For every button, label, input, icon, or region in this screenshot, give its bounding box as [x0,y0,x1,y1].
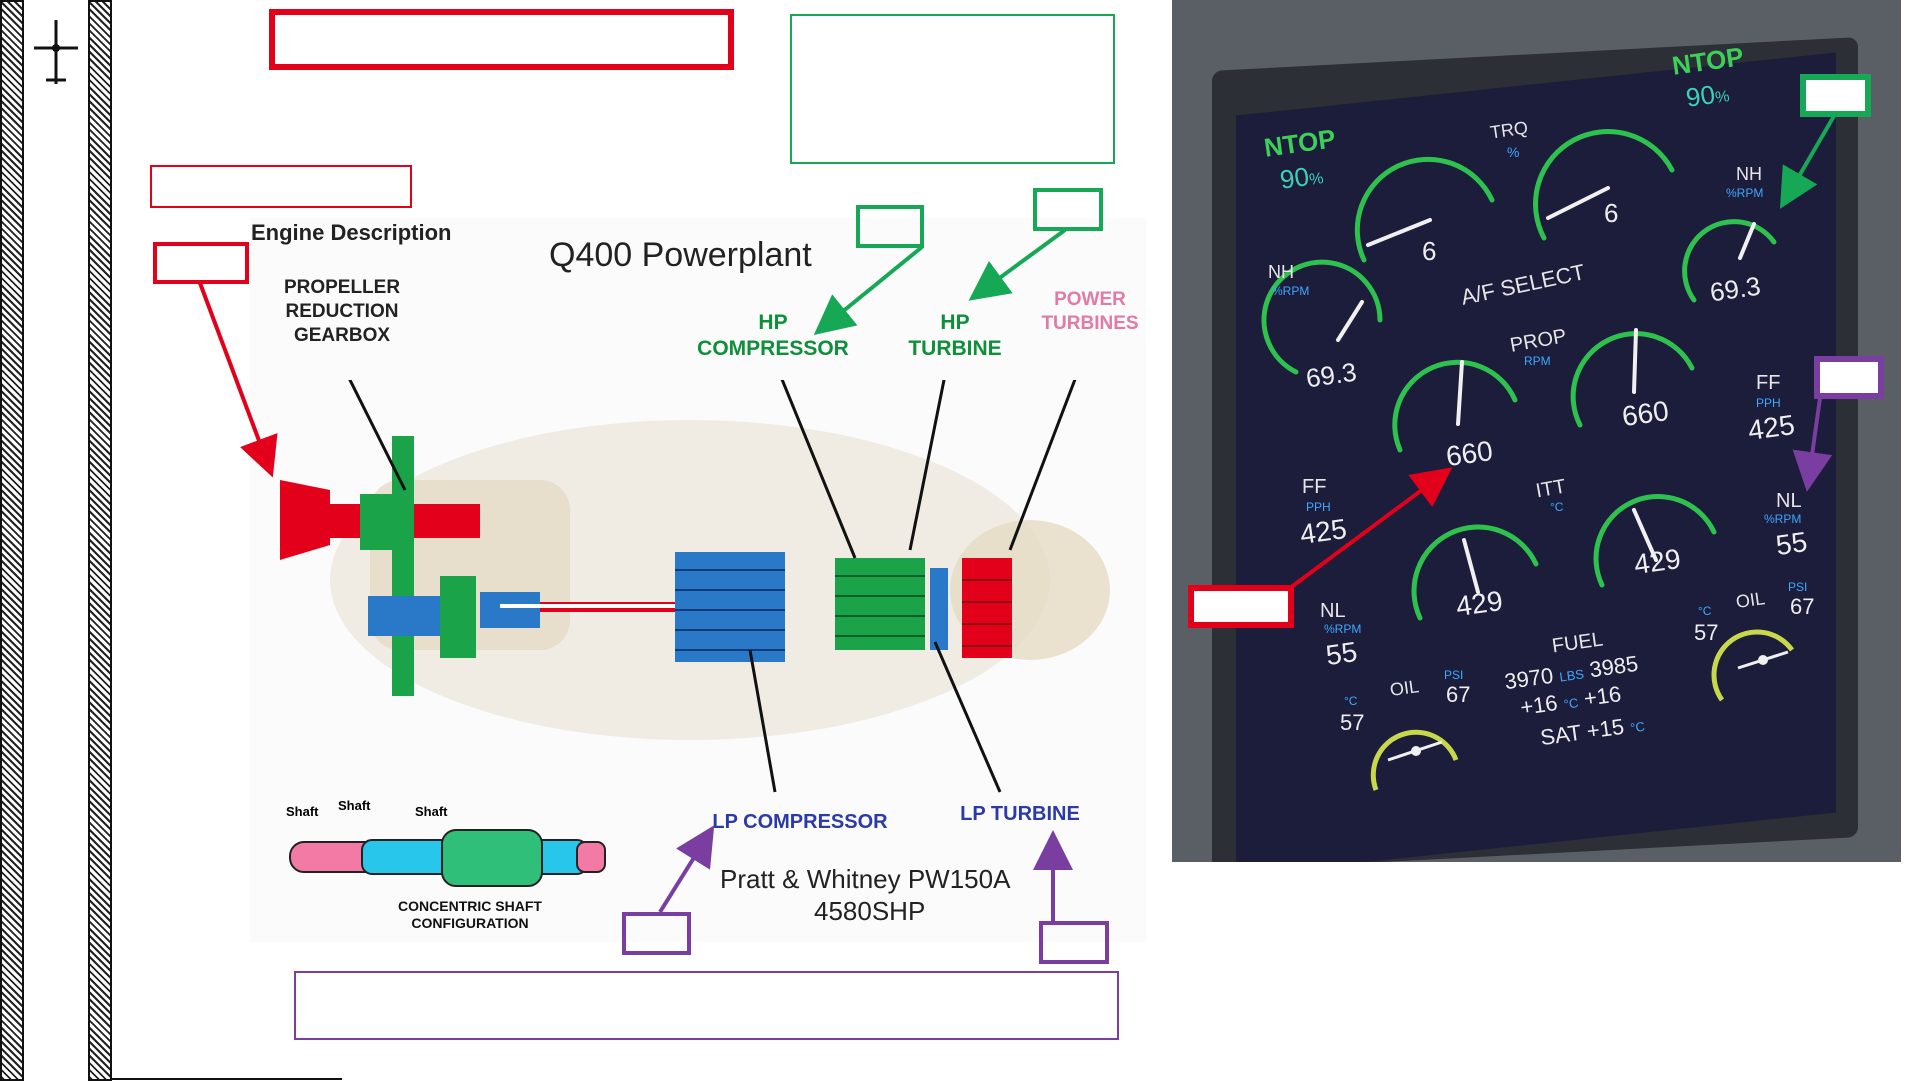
label-power-turbines: POWER TURBINES [1041,289,1139,334]
oil-temp-right: 57 [1694,620,1719,645]
nh-unit-right: %RPM [1726,186,1764,200]
label-hp-compressor: HP COMPRESSOR [697,311,849,360]
prop-unit: RPM [1524,354,1551,368]
red-display-box [1188,585,1294,628]
shaft-label-2: Shaft [338,798,371,813]
purple-small-box-1 [622,912,691,955]
nl-label-left: NL [1320,600,1346,622]
shaft-configuration [289,829,606,887]
nh-unit-left: %RPM [1272,284,1310,298]
green-small-box-1 [856,205,924,248]
engine-illustration [280,380,1110,793]
label-gearbox: PROPELLER REDUCTION GEARBOX [283,277,401,346]
engine-display-gauges [1261,129,1777,621]
oil-psi-left: 67 [1446,682,1471,707]
right-hatch-bar [88,0,112,1081]
oil-psi-right: 67 [1790,594,1815,619]
nl-label-right: NL [1776,490,1802,512]
ff-label-right: FF [1756,372,1781,394]
oil-psi-unit-right: PSI [1788,580,1808,594]
nh-label-left: NH [1268,262,1294,282]
red-small-box [153,242,249,284]
purple-small-box-2 [1039,921,1109,964]
green-info-box [790,14,1115,164]
shaft-caption: CONCENTRIC SHAFT CONFIGURATION [398,898,542,931]
diagram-title: Q400 Powerplant [549,236,812,274]
trq-unit: % [1507,144,1520,160]
trq-value-left: 6 [1422,236,1437,266]
label-hp-turbine: HP TURBINE [908,311,1002,360]
shaft-label-1: Shaft [286,804,319,819]
green-display-box [1800,74,1871,117]
ff-unit-left: PPH [1306,500,1331,514]
purple-bottom-box [294,971,1119,1040]
red-subtitle-box [150,165,412,208]
purple-display-box [1814,356,1884,399]
airplane-icon [34,20,78,84]
oil-temp-left: 57 [1340,710,1365,735]
red-title-box [269,9,734,70]
bottom-rule [112,1078,342,1080]
oil-temp-unit-right: °C [1698,604,1712,618]
shaft-label-3: Shaft [415,804,448,819]
green-small-box-2 [1033,188,1103,231]
ff-label-left: FF [1302,476,1327,498]
nl-unit-left: %RPM [1324,622,1362,636]
section-title: Engine Description [251,220,452,245]
engine-name: Pratt & Whitney PW150A [720,864,1011,894]
engine-power: 4580SHP [814,896,926,926]
label-lp-compressor: LP COMPRESSOR [712,811,888,833]
left-hatch-bar [0,0,24,1081]
label-lp-turbine: LP TURBINE [960,803,1080,825]
oil-psi-unit-left: PSI [1444,668,1464,682]
annotation-arrows-right [1288,114,1836,590]
cockpit-photo [1172,0,1901,862]
nl-unit-right: %RPM [1764,512,1802,526]
itt-unit: °C [1550,500,1564,514]
nh-label-right: NH [1736,164,1762,184]
oil-temp-unit-left: °C [1344,694,1358,708]
trq-value-right: 6 [1604,198,1619,228]
ff-unit-right: PPH [1756,396,1781,410]
annotation-arrows-left [198,228,1073,922]
oil-gauges [1370,629,1795,791]
